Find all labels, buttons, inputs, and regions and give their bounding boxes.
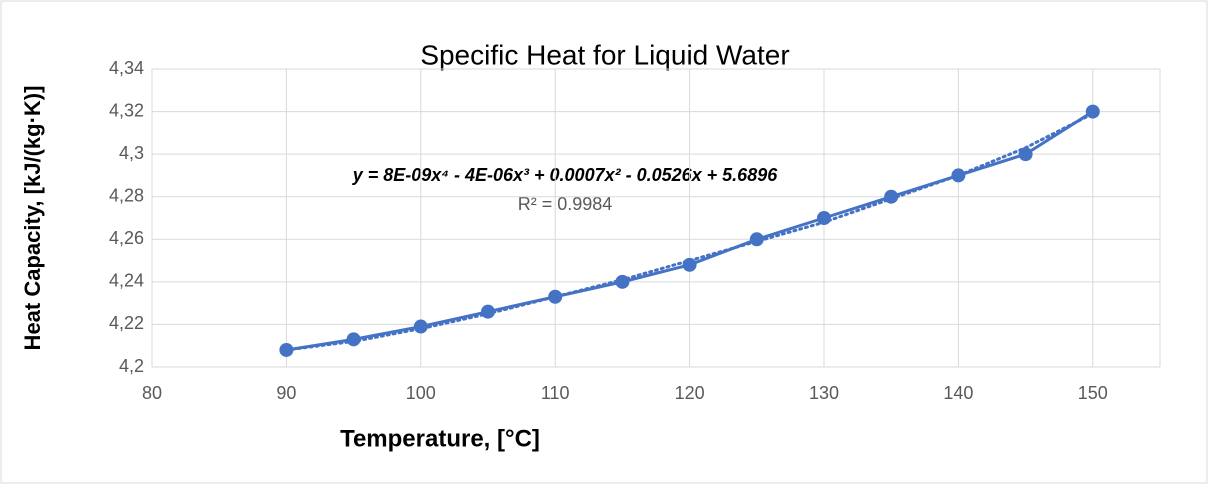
y-tick-label: 4,22 [109,313,144,333]
data-point [749,232,764,247]
data-point [817,211,831,225]
data-point [279,342,294,357]
y-tick-label: 4,3 [119,143,144,163]
x-tick-label: 100 [406,383,436,403]
x-tick-label: 120 [675,383,705,403]
data-point [884,189,899,204]
x-tick-label: 140 [943,383,973,403]
data-point [346,332,361,347]
data-point [1085,104,1100,119]
x-tick-label: 90 [276,383,296,403]
y-tick-label: 4,34 [109,58,144,78]
x-tick-label: 130 [809,383,839,403]
data-point [1018,147,1033,162]
y-tick-label: 4,26 [109,228,144,248]
y-axis-label: Heat Capacity, [kJ/(kg·K)] [20,86,45,351]
data-point [481,304,495,319]
data-point [682,257,697,272]
x-tick-label: 150 [1078,383,1108,403]
y-tick-label: 4,32 [109,100,144,120]
data-point [548,289,563,304]
y-tick-label: 4,28 [109,185,144,205]
r-squared: R² = 0.9984 [518,194,613,214]
trendline-equation: y = 8E-09x⁴ - 4E-06x³ + 0.0007x² - 0.052… [352,165,778,185]
x-tick-label: 110 [541,383,570,403]
data-point [413,319,428,334]
y-tick-label: 4,2 [119,356,144,376]
x-tick-label: 80 [142,383,162,403]
chart-title: Specific Heat for Liquid Water [420,39,789,70]
y-tick-label: 4,24 [109,271,144,291]
x-axis-label: Temperature, [°C] [340,425,540,452]
data-point [615,274,630,289]
data-point [951,168,966,183]
